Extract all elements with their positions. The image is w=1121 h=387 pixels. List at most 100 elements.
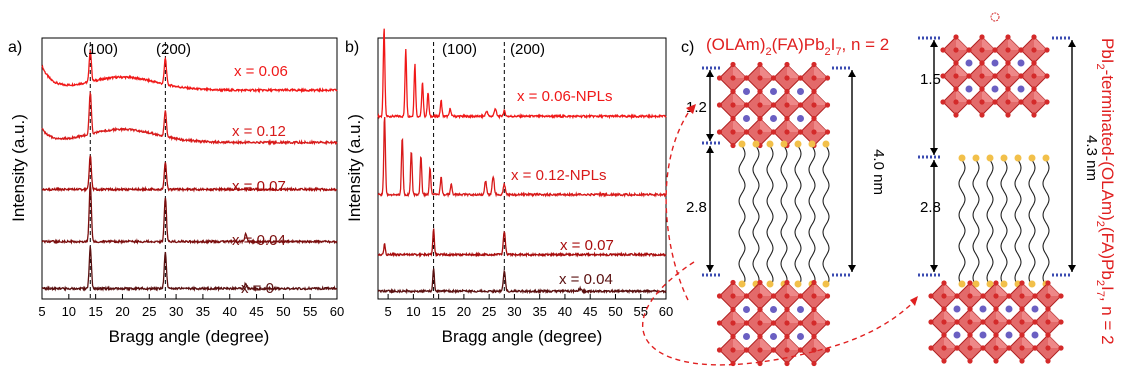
panel-a-marker-200: (200) xyxy=(156,41,191,58)
atom xyxy=(941,280,947,286)
panel-b-x-axis-label: Bragg angle (degree) xyxy=(442,327,603,346)
atom xyxy=(940,73,946,79)
ligand-chain xyxy=(1042,159,1050,283)
octahedron-face xyxy=(787,118,801,132)
atom xyxy=(784,333,790,340)
panel-a-marker-100: (100) xyxy=(83,41,118,58)
atom xyxy=(824,320,831,326)
atom xyxy=(757,333,763,340)
atom xyxy=(1058,319,1064,325)
ligand-head xyxy=(808,140,816,148)
ligand-head xyxy=(958,280,966,288)
ligand-chain xyxy=(822,145,830,283)
atom xyxy=(1019,332,1025,338)
octahedron-face xyxy=(996,309,1009,322)
octahedron-face xyxy=(760,309,774,323)
atom xyxy=(1018,99,1024,105)
atom xyxy=(1044,73,1050,79)
panel-a-series-labels: x = 0.06 x = 0.12 x = 0.07 x = 0.04 x = 0 xyxy=(232,63,288,297)
octahedron-face xyxy=(970,309,983,322)
cation xyxy=(770,88,777,95)
arrow-head xyxy=(706,265,714,272)
atom xyxy=(1045,280,1051,286)
octahedron-face xyxy=(982,63,995,76)
atom xyxy=(811,279,817,286)
panel-b-marker-100: (100) xyxy=(442,41,477,58)
panel-b-series-labels: x = 0.06-NPLs x = 0.12-NPLs x = 0.07 x = 0.… xyxy=(511,88,614,288)
series-label: x = 0.06-NPLs xyxy=(517,88,612,105)
octahedron-face xyxy=(1048,309,1061,322)
octahedron-face xyxy=(956,63,969,76)
ligand-chain xyxy=(958,159,966,283)
atom xyxy=(1045,319,1051,325)
atom xyxy=(743,347,750,353)
atom xyxy=(811,129,817,135)
atom xyxy=(967,306,973,312)
atom xyxy=(757,88,763,95)
atom xyxy=(966,99,972,105)
atom xyxy=(784,115,790,122)
left-dim-total: 4.0 nm xyxy=(870,149,887,195)
x-tick-label: 40 xyxy=(558,304,572,319)
atom xyxy=(953,112,959,118)
octahedron-face xyxy=(760,64,774,78)
atom xyxy=(784,88,790,95)
cation xyxy=(991,85,999,93)
atom xyxy=(757,347,763,353)
cation xyxy=(743,306,750,313)
atom xyxy=(784,102,790,108)
atom xyxy=(1031,86,1037,92)
ligand-chain xyxy=(794,145,802,283)
atom xyxy=(811,75,817,81)
atom xyxy=(980,293,986,299)
atom xyxy=(940,99,946,105)
octahedron-face xyxy=(1034,89,1047,102)
atom xyxy=(797,320,804,326)
x-tick-label: 15 xyxy=(88,304,102,319)
octahedron-face xyxy=(956,37,969,50)
panel-a-reference-lines xyxy=(89,42,166,299)
panel-a-x-ticks: 5 10 15 20 25 30 35 40 45 50 55 60 xyxy=(38,294,344,319)
panel-a-traces xyxy=(41,49,338,292)
atom xyxy=(784,75,790,81)
cation xyxy=(797,88,804,95)
atom xyxy=(730,115,736,122)
x-tick-label: 50 xyxy=(276,304,290,319)
atom xyxy=(730,102,736,108)
atom xyxy=(1045,345,1051,351)
left-dim-middle: 2.8 xyxy=(686,199,707,216)
ligand-head xyxy=(958,154,966,162)
series-label: x = 0.04 xyxy=(232,232,286,249)
atom xyxy=(966,47,972,53)
cation xyxy=(1017,59,1025,67)
atom xyxy=(941,345,947,351)
octahedron-face xyxy=(996,283,1009,296)
atom xyxy=(770,320,777,326)
ligand-head xyxy=(822,140,830,148)
ligand-head xyxy=(766,140,774,148)
atom xyxy=(730,347,736,353)
atom xyxy=(797,102,804,108)
octahedron-face xyxy=(787,309,801,323)
octahedron-face xyxy=(1034,37,1047,50)
cation xyxy=(979,331,987,339)
atom xyxy=(1005,47,1011,53)
ligand-head xyxy=(1028,154,1036,162)
atom xyxy=(967,332,973,338)
series-line xyxy=(377,228,667,259)
series-label: x = 0.07 xyxy=(560,237,614,254)
atom xyxy=(1032,293,1038,299)
atom xyxy=(811,102,817,108)
atom xyxy=(1005,86,1011,92)
panel-a-frame xyxy=(41,37,338,300)
atom xyxy=(1005,34,1011,40)
cation xyxy=(770,333,777,340)
atom xyxy=(811,88,817,95)
octahedron-face xyxy=(733,309,747,323)
atom xyxy=(784,279,790,286)
atom xyxy=(743,102,750,108)
atom xyxy=(928,319,934,325)
atom xyxy=(1044,47,1050,53)
atom xyxy=(1005,73,1011,79)
atom xyxy=(811,360,817,367)
